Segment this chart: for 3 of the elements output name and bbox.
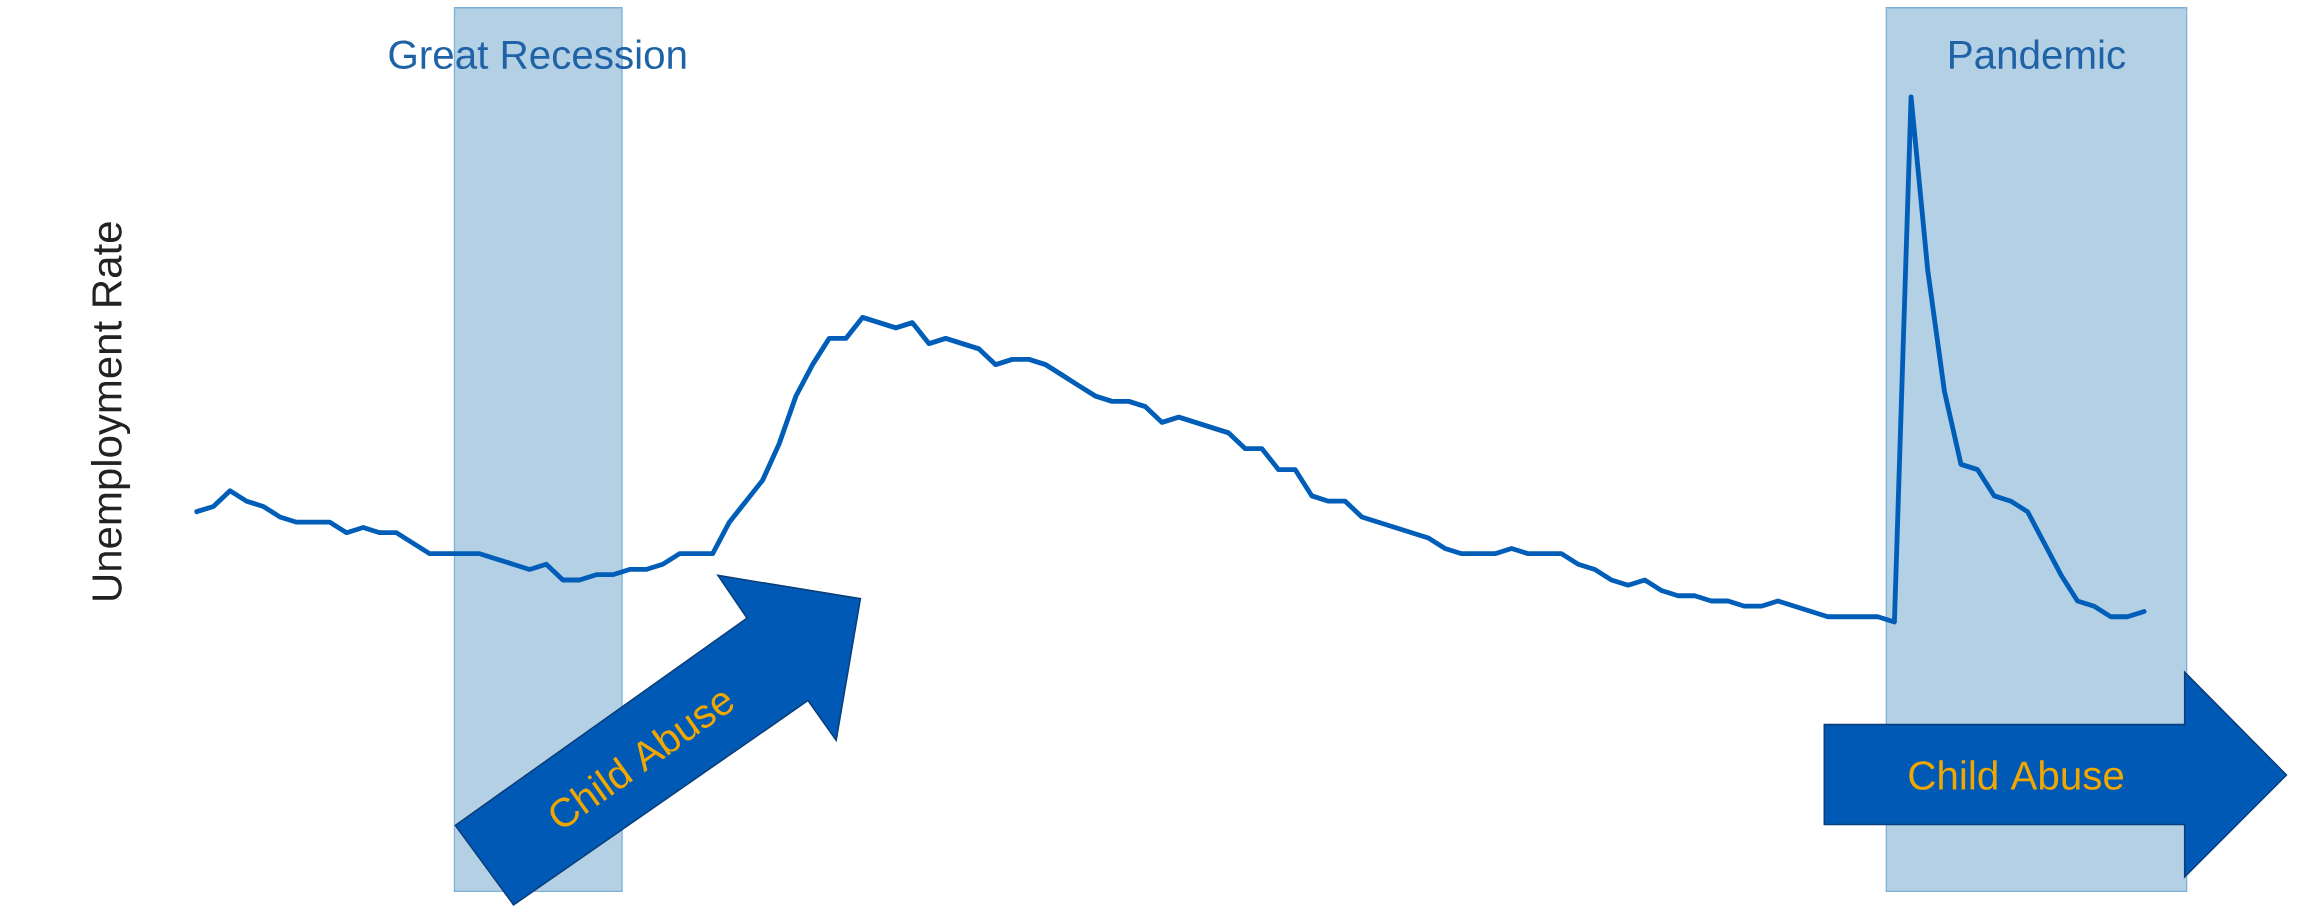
y-axis-title: Unemployment Rate: [90, 222, 131, 600]
text: Pandemic: [1950, 39, 2126, 70]
text: Child Abuse: [1909, 760, 2124, 790]
